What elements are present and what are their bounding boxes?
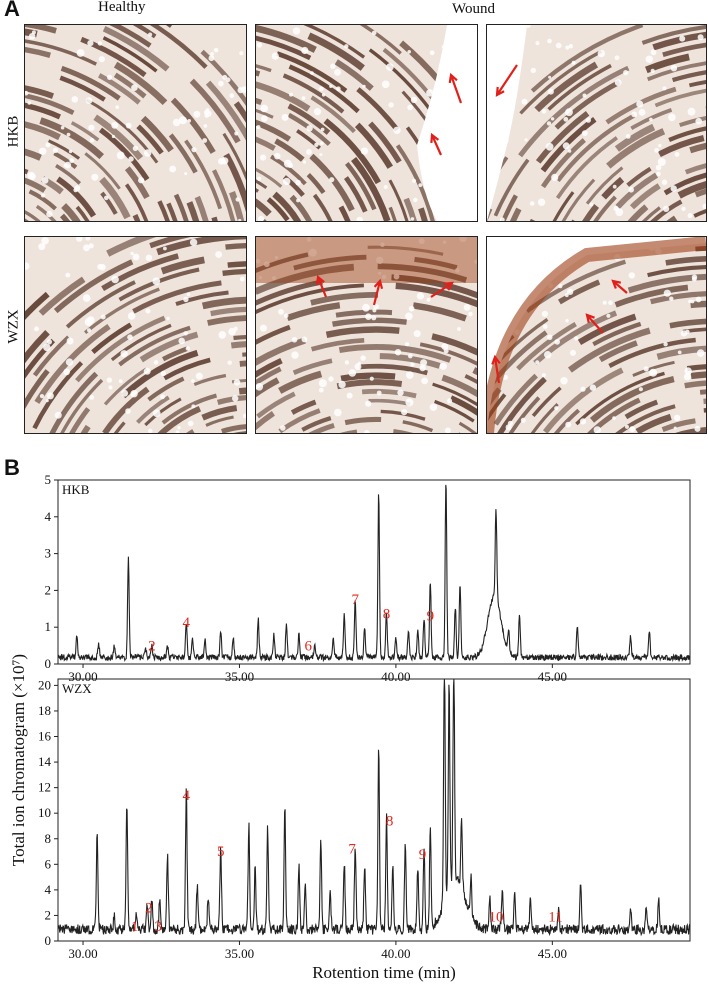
x-tick-label: 30.00: [68, 669, 97, 684]
plot-frame: [57, 678, 691, 942]
plot-frame: [57, 479, 691, 665]
red-arrow-icon: [586, 314, 604, 334]
tic-trace: [57, 484, 691, 663]
micrograph-hkb-wound-1: [255, 24, 478, 222]
x-axis-label: Rotention time (min): [312, 963, 456, 982]
micrograph-hkb-wound-2: [486, 24, 707, 222]
peak-label: 8: [383, 607, 391, 623]
peak-label: 6: [305, 639, 313, 655]
wood-section-image: [256, 237, 477, 433]
red-arrow-icon: [373, 278, 384, 290]
y-tick-label: 8: [45, 831, 52, 846]
y-tick-label: 14: [38, 754, 52, 769]
red-arrow-icon: [372, 280, 382, 306]
y-tick-label: 4: [45, 882, 52, 897]
red-arrow-icon: [316, 276, 328, 298]
x-tick-label: 40.00: [381, 946, 410, 961]
wood-section-image: [25, 25, 246, 221]
x-tick-label: 30.00: [68, 946, 97, 961]
peak-label: 3: [154, 919, 162, 935]
chromatogram-title: HKB: [62, 482, 90, 497]
wood-section-image: [487, 237, 706, 433]
column-header-healthy: Healthy: [98, 0, 146, 15]
red-arrow-icon: [585, 313, 595, 324]
red-arrow-icon: [430, 282, 453, 298]
y-tick-label: 1: [45, 619, 52, 634]
y-tick-label: 2: [45, 582, 52, 597]
red-arrow-icon: [612, 280, 628, 294]
peak-label: 2: [148, 639, 156, 655]
red-arrow-icon: [491, 354, 501, 365]
red-arrow-icon: [493, 356, 501, 384]
peak-label: 4: [183, 788, 191, 804]
red-arrow-icon: [315, 274, 325, 286]
y-tick-label: 6: [45, 856, 52, 871]
y-tick-label: 4: [45, 509, 52, 524]
x-tick-label: 40.00: [381, 669, 410, 684]
chromatogram-hkb: HKB 30.00 35.00 40.00 45.00 0 1 2 3 4 5 2 4 6 7 8 9: [45, 472, 691, 684]
wood-section-image: [487, 25, 706, 221]
wood-section-image: [256, 25, 477, 221]
panel-b-letter: B: [4, 455, 20, 480]
micrograph-wzx-wound-2: [486, 236, 707, 434]
row-label-wzx: WZX: [5, 309, 22, 344]
peak-label: 10: [489, 909, 504, 925]
red-arrow-icon: [495, 86, 505, 97]
y-tick-label: 10: [38, 805, 51, 820]
y-tick-label: 20: [38, 677, 51, 692]
row-label-hkb: HKB: [5, 115, 22, 148]
red-arrow-icon: [611, 279, 622, 289]
micrograph-wzx-wound-1: [255, 236, 478, 434]
y-tick-label: 18: [38, 703, 51, 718]
y-tick-label: 16: [38, 729, 52, 744]
peak-label: 9: [427, 609, 435, 625]
y-tick-label: 2: [45, 907, 52, 922]
chromatogram-title: WZX: [62, 681, 92, 696]
peak-label: 11: [548, 909, 562, 925]
micrograph-wzx-healthy: [24, 236, 247, 434]
peak-label: 9: [419, 847, 427, 863]
x-tick-label: 35.00: [225, 946, 254, 961]
y-tick-label: 0: [45, 933, 52, 948]
y-tick-label: 0: [45, 656, 52, 671]
red-arrow-icon: [449, 74, 463, 104]
micrograph-hkb-healthy: [24, 24, 247, 222]
x-tick-label: 35.00: [225, 669, 254, 684]
x-tick-label: 45.00: [538, 669, 567, 684]
column-header-wound: Wound: [452, 1, 495, 17]
peak-label: 8: [386, 814, 394, 830]
peak-label: 7: [348, 842, 356, 858]
peak-label: 2: [145, 900, 153, 916]
wood-section-image: [25, 237, 246, 433]
y-tick-label: 5: [45, 472, 52, 487]
x-tick-label: 45.00: [538, 946, 567, 961]
red-arrow-icon: [430, 132, 440, 144]
peak-label: 7: [351, 592, 359, 608]
y-tick-label: 3: [45, 546, 52, 561]
panel-a-letter: A: [4, 0, 20, 21]
tic-trace: [57, 678, 691, 937]
red-arrow-icon: [448, 72, 458, 84]
peak-label: 5: [217, 844, 225, 860]
red-arrow-icon: [443, 281, 454, 291]
peak-label: 1: [131, 919, 139, 935]
y-tick-label: 12: [38, 780, 51, 795]
peak-label: 4: [183, 615, 191, 631]
y-axis-label: Total ion chromatogram (×10⁷): [9, 654, 28, 866]
red-arrow-icon: [496, 64, 518, 96]
red-arrow-icon: [430, 134, 443, 156]
